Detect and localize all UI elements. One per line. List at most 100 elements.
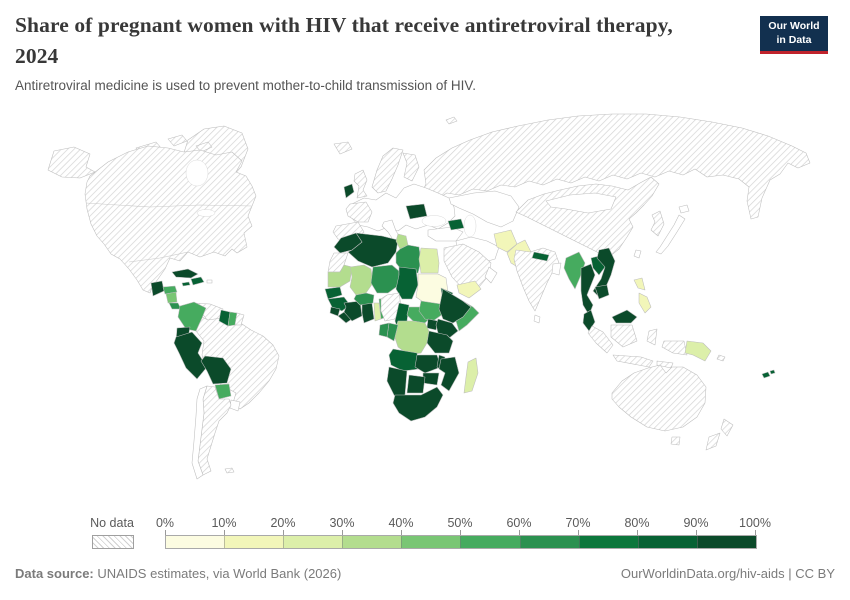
country-japan[interactable] (655, 204, 690, 255)
legend-no-data-swatch[interactable] (92, 535, 134, 549)
country-finland[interactable] (402, 152, 420, 182)
chart-header: Share of pregnant women with HIV that re… (15, 10, 730, 93)
legend-tick-label: 60% (506, 516, 532, 530)
country-solomon-islands[interactable] (716, 354, 726, 362)
region-west-papua[interactable] (661, 340, 688, 356)
country-somalia[interactable] (455, 300, 480, 332)
country-iceland[interactable] (333, 141, 353, 155)
country-mauritania[interactable] (327, 264, 353, 288)
country-papua-new-guinea[interactable] (684, 340, 712, 362)
country-south-africa[interactable] (392, 386, 444, 422)
legend-swatch[interactable] (283, 536, 343, 548)
country-malaysia-borneo[interactable] (611, 309, 638, 324)
legend-swatch[interactable] (578, 536, 638, 548)
region-scandinavia[interactable] (371, 147, 404, 194)
country-zambia[interactable] (414, 354, 442, 374)
chart-footer: Data source: UNAIDS estimates, via World… (0, 566, 850, 581)
owid-logo[interactable]: Our World in Data (760, 16, 828, 55)
legend-swatch[interactable] (342, 536, 402, 548)
country-afghanistan[interactable] (493, 229, 518, 253)
legend-tick-mark (578, 530, 579, 535)
country-mongolia[interactable] (545, 192, 617, 214)
legend-swatch[interactable] (696, 536, 756, 548)
country-niger[interactable] (370, 264, 400, 294)
country-svalbard[interactable] (445, 116, 458, 125)
country-morocco[interactable] (333, 232, 363, 254)
region-central-asia[interactable] (448, 190, 520, 228)
country-peru[interactable] (173, 331, 208, 380)
country-bolivia[interactable] (200, 355, 232, 385)
country-colombia[interactable] (177, 301, 207, 332)
country-uganda[interactable] (426, 318, 439, 331)
country-india[interactable] (513, 247, 560, 312)
legend-swatch[interactable] (637, 536, 697, 548)
region-caucasus[interactable] (447, 218, 465, 231)
country-madagascar[interactable] (463, 357, 479, 394)
country-new-zealand[interactable] (705, 418, 734, 451)
owid-credit-link[interactable]: OurWorldinData.org/hiv-aids | CC BY (620, 566, 835, 581)
country-taiwan[interactable] (633, 249, 642, 259)
country-egypt[interactable] (418, 247, 440, 274)
country-myanmar[interactable] (563, 251, 586, 290)
legend-swatch[interactable] (224, 536, 284, 548)
country-china[interactable] (515, 176, 660, 258)
country-zimbabwe[interactable] (422, 372, 440, 386)
country-france[interactable] (345, 201, 373, 223)
legend-swatch[interactable] (460, 536, 520, 548)
legend-tick-mark (224, 530, 225, 535)
legend-swatch[interactable] (166, 536, 225, 548)
country-libya[interactable] (395, 244, 422, 274)
country-fiji[interactable] (761, 369, 776, 379)
country-hispaniola[interactable] (190, 276, 205, 286)
title-line1: Share of pregnant women with HIV that re… (15, 13, 673, 37)
country-falklands[interactable] (224, 467, 235, 474)
country-namibia[interactable] (386, 366, 408, 398)
country-thailand[interactable] (580, 263, 596, 316)
legend-tick-label: 50% (447, 516, 473, 530)
country-french-guiana[interactable] (234, 312, 245, 326)
country-romania[interactable] (405, 203, 428, 220)
country-ireland[interactable] (343, 183, 355, 199)
legend-tick-label: 70% (565, 516, 591, 530)
country-puerto-rico[interactable] (206, 279, 213, 284)
legend-tick-label: 40% (388, 516, 414, 530)
country-sri-lanka[interactable] (533, 314, 541, 324)
country-gabon[interactable] (378, 322, 390, 338)
country-north-america[interactable] (84, 145, 257, 294)
country-mozambique[interactable] (438, 356, 460, 392)
country-uk[interactable] (353, 169, 368, 199)
country-cuba[interactable] (171, 268, 199, 279)
country-chad[interactable] (395, 266, 419, 300)
country-nigeria[interactable] (380, 292, 402, 322)
country-russia[interactable] (419, 113, 811, 220)
country-australia[interactable] (611, 364, 707, 446)
country-indonesia[interactable] (587, 324, 674, 369)
legend-swatch[interactable] (401, 536, 461, 548)
country-costa-rica[interactable] (168, 302, 182, 310)
country-philippines[interactable] (633, 277, 652, 314)
country-oman[interactable] (484, 266, 498, 284)
country-tanzania[interactable] (426, 330, 454, 354)
country-honduras[interactable] (162, 285, 178, 295)
country-jamaica[interactable] (181, 281, 191, 287)
country-burkina-faso[interactable] (353, 292, 375, 306)
us-canada-border (85, 202, 253, 208)
country-alaska[interactable] (47, 146, 96, 179)
region-korea[interactable] (650, 210, 665, 237)
owid-logo-line2: in Data (776, 33, 812, 46)
country-senegal[interactable] (324, 286, 343, 300)
country-guatemala[interactable] (150, 280, 165, 297)
country-chile[interactable] (191, 385, 208, 480)
country-cambodia[interactable] (594, 284, 610, 300)
country-yemen[interactable] (456, 280, 482, 299)
region-arabia[interactable] (443, 243, 492, 292)
country-nepal[interactable] (531, 251, 550, 262)
country-uruguay[interactable] (229, 399, 241, 412)
country-ghana[interactable] (361, 302, 375, 324)
legend-swatch[interactable] (519, 536, 579, 548)
country-mali[interactable] (349, 264, 374, 296)
country-botswana[interactable] (406, 374, 426, 394)
country-brazil[interactable] (195, 316, 280, 410)
country-bangladesh[interactable] (551, 262, 562, 276)
country-nicaragua[interactable] (165, 291, 178, 304)
